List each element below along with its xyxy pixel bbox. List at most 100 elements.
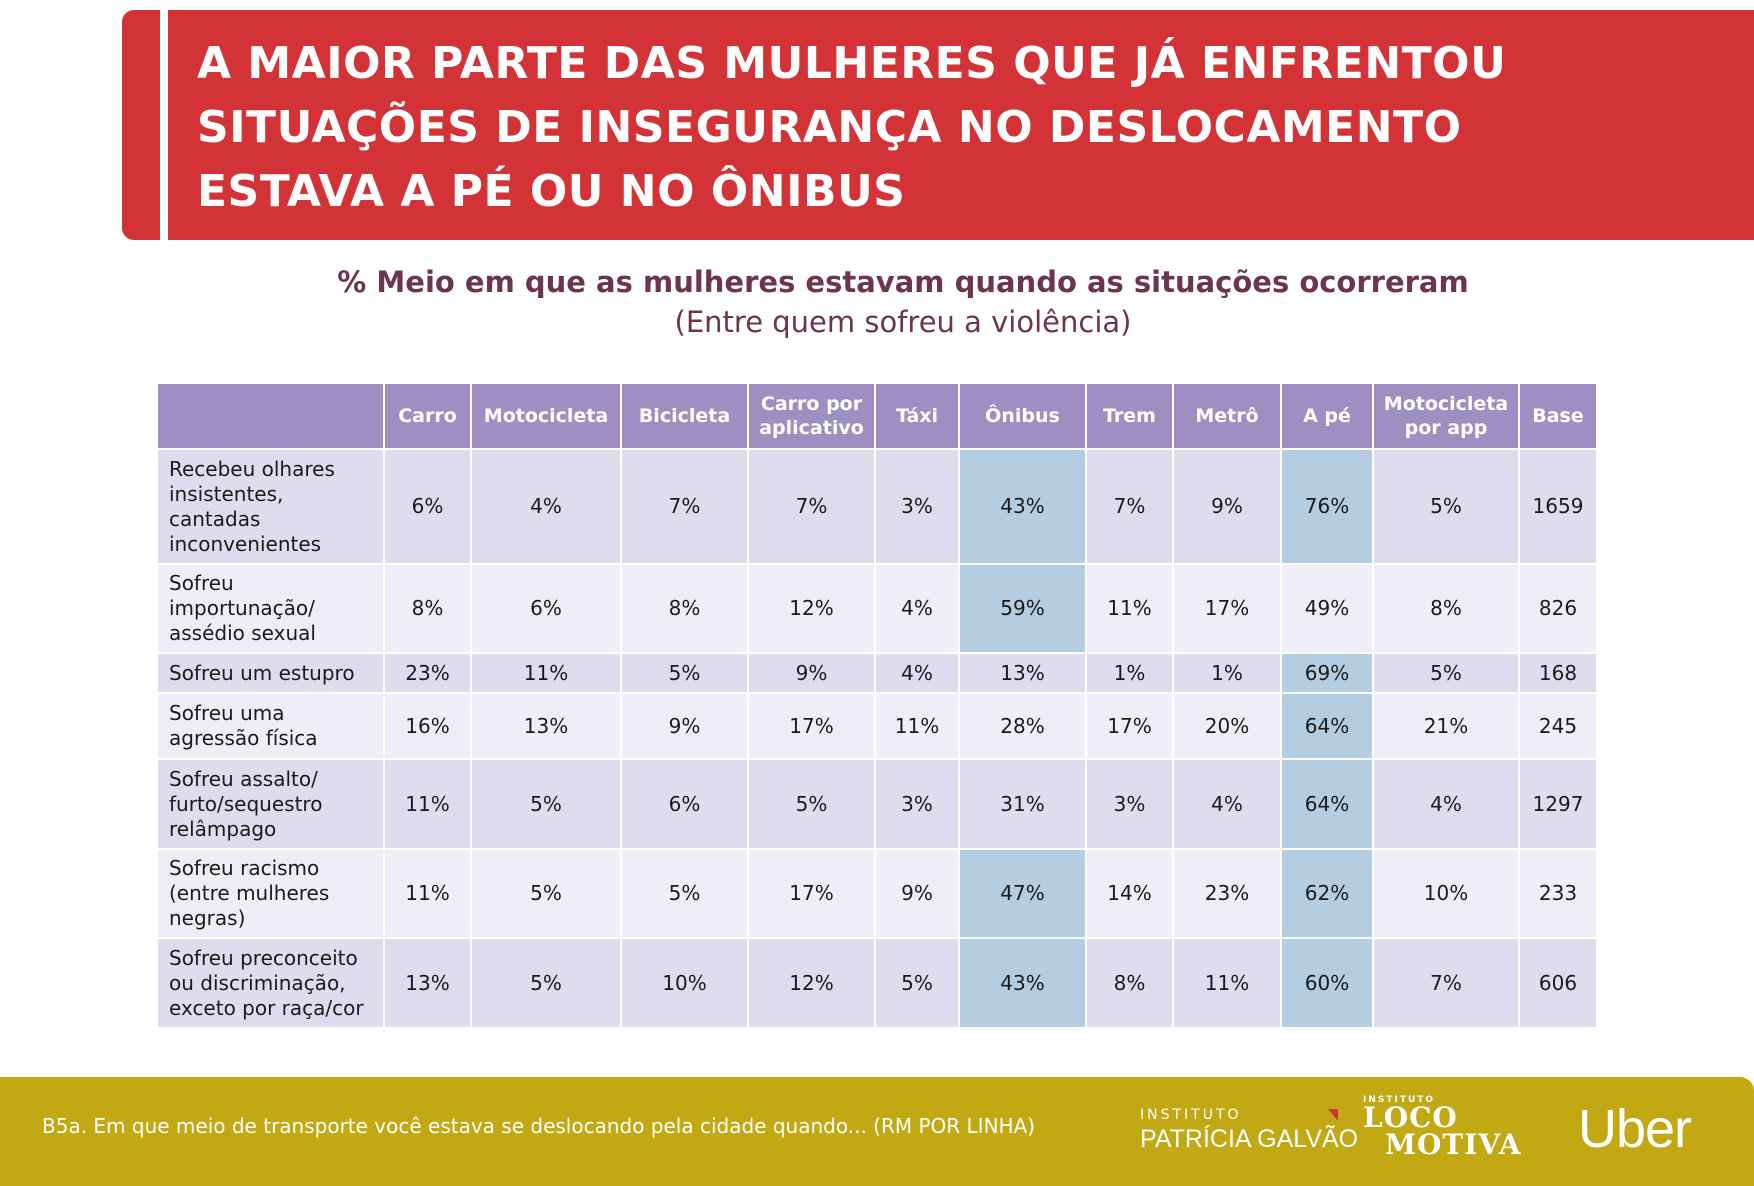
row-label: Sofreu importunação/assédio sexual: [156, 563, 385, 654]
value-cell: 17%: [1085, 692, 1174, 760]
row-label-text: agressão física: [169, 726, 318, 750]
row-label-text: furto/sequestro: [169, 791, 323, 816]
value-cell: 5%: [470, 937, 622, 1029]
column-header-text: por app: [1404, 417, 1488, 439]
column-header: Táxi: [874, 382, 960, 450]
row-label-text: Sofreu: [169, 571, 234, 595]
value-cell: 17%: [1172, 563, 1282, 654]
table-header-row: Carro Motocicleta Bicicleta Carro por aplica…: [156, 382, 1598, 450]
data-table: Carro Motocicleta Bicicleta Carro por aplica…: [156, 382, 1598, 1029]
value-cell: 1%: [1085, 652, 1174, 694]
column-header: Motocicleta: [470, 382, 622, 450]
column-header-text: Táxi: [895, 405, 939, 427]
value-cell: 7%: [1372, 937, 1520, 1029]
base-cell: 233: [1518, 848, 1598, 939]
base-cell: 606: [1518, 937, 1598, 1029]
title-line: A MAIOR PARTE DAS MULHERES QUE JÁ ENFREN…: [197, 38, 1507, 89]
value-cell: 9%: [874, 848, 960, 939]
column-header-text: Motocicleta: [1383, 393, 1509, 415]
logo-uber: Uber: [1578, 1099, 1692, 1159]
value-cell: 31%: [958, 758, 1087, 850]
row-label-text: insistentes,: [169, 481, 284, 506]
title-line: SITUAÇÕES DE INSEGURANÇA NO DESLOCAMENTO: [197, 102, 1462, 153]
banner-stripe: [160, 10, 168, 240]
value-cell: 11%: [874, 692, 960, 760]
value-cell: 76%: [1280, 448, 1374, 565]
value-cell: 5%: [1372, 448, 1520, 565]
column-header: Trem: [1085, 382, 1174, 450]
logo-patricia-galvao: INSTITUTO PATRÍCIA GALVÃO: [1140, 1107, 1358, 1155]
page-title: A MAIOR PARTE DAS MULHERES QUE JÁ ENFREN…: [197, 32, 1506, 224]
row-label-text: ou discriminação,: [169, 970, 346, 995]
column-header-text: Carro: [398, 405, 457, 427]
value-cell: 16%: [383, 692, 472, 760]
value-cell: 17%: [747, 848, 876, 939]
base-cell: 1659: [1518, 448, 1598, 565]
value-cell: 6%: [383, 448, 472, 565]
base-cell: 168: [1518, 652, 1598, 694]
value-cell: 11%: [383, 848, 472, 939]
value-cell: 11%: [470, 652, 622, 694]
value-cell: 23%: [1172, 848, 1282, 939]
value-cell: 8%: [383, 563, 472, 654]
row-label-text: negras): [169, 906, 246, 930]
value-cell: 7%: [620, 448, 749, 565]
base-cell: 1297: [1518, 758, 1598, 850]
value-cell: 59%: [958, 563, 1087, 654]
row-label-text: Sofreu assalto/: [169, 766, 318, 791]
value-cell: 5%: [874, 937, 960, 1029]
value-cell: 13%: [383, 937, 472, 1029]
value-cell: 4%: [1372, 758, 1520, 850]
table-row: Sofreu preconceito ou discriminação, excet…: [156, 937, 1598, 1029]
value-cell: 5%: [620, 848, 749, 939]
value-cell: 69%: [1280, 652, 1374, 694]
value-cell: 5%: [620, 652, 749, 694]
value-cell: 10%: [620, 937, 749, 1029]
value-cell: 11%: [1172, 937, 1282, 1029]
row-label-text: inconvenientes: [169, 531, 322, 556]
column-header-text: Ônibus: [985, 405, 1060, 427]
value-cell: 43%: [958, 937, 1087, 1029]
column-header-text: Metrô: [1195, 405, 1259, 427]
row-label: Sofreu uma agressão física: [156, 692, 385, 760]
value-cell: 9%: [620, 692, 749, 760]
value-cell: 8%: [1085, 937, 1174, 1029]
table-heading: % Meio em que as mulheres estavam quando…: [0, 262, 1754, 342]
value-cell: 11%: [1085, 563, 1174, 654]
row-label-text: importunação/: [169, 596, 315, 620]
logo-loco-line2: MOTIVA: [1385, 1128, 1522, 1161]
column-header: Motocicleta por app: [1372, 382, 1520, 450]
value-cell: 60%: [1280, 937, 1374, 1029]
value-cell: 14%: [1085, 848, 1174, 939]
column-header-text: Carro por: [760, 393, 863, 415]
value-cell: 3%: [874, 758, 960, 850]
column-header: Bicicleta: [620, 382, 749, 450]
value-cell: 4%: [874, 563, 960, 654]
value-cell: 3%: [1085, 758, 1174, 850]
logo-pg-big: PATRÍCIA GALVÃO: [1140, 1125, 1359, 1153]
column-header: Metrô: [1172, 382, 1282, 450]
value-cell: 20%: [1172, 692, 1282, 760]
value-cell: 47%: [958, 848, 1087, 939]
header-cell-empty: [156, 382, 385, 450]
value-cell: 12%: [747, 563, 876, 654]
value-cell: 4%: [470, 448, 622, 565]
value-cell: 13%: [958, 652, 1087, 694]
value-cell: 4%: [874, 652, 960, 694]
logo-loco-small: INSTITUTO: [1363, 1095, 1436, 1105]
value-cell: 43%: [958, 448, 1087, 565]
question-note: B5a. Em que meio de transporte você esta…: [42, 1114, 1036, 1138]
footer-bar: B5a. Em que meio de transporte você esta…: [0, 1077, 1754, 1186]
column-header-text: A pé: [1303, 405, 1351, 427]
value-cell: 9%: [747, 652, 876, 694]
value-cell: 12%: [747, 937, 876, 1029]
value-cell: 1%: [1172, 652, 1282, 694]
column-header: Carro por aplicativo: [747, 382, 876, 450]
value-cell: 23%: [383, 652, 472, 694]
value-cell: 5%: [470, 758, 622, 850]
table-subtitle: (Entre quem sofreu a violência): [674, 305, 1132, 339]
value-cell: 5%: [1372, 652, 1520, 694]
table-row: Sofreu assalto/furto/sequestro relâmpago 1…: [156, 758, 1598, 850]
value-cell: 17%: [747, 692, 876, 760]
row-label-text: Sofreu racismo: [169, 856, 320, 880]
